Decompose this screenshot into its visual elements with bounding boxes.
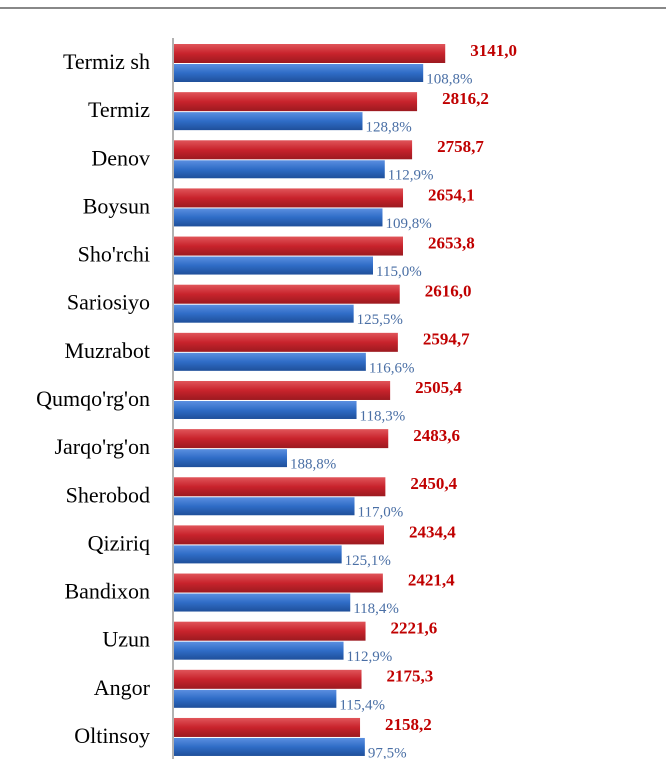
value-label: 2221,6 bbox=[391, 619, 438, 638]
value-label: 2158,2 bbox=[385, 715, 432, 734]
growth-label: 128,8% bbox=[365, 120, 411, 136]
bar bbox=[174, 112, 363, 131]
value-label: 2483,6 bbox=[413, 426, 460, 445]
growth-label: 118,3% bbox=[360, 408, 406, 424]
category-label: Oltinsoy bbox=[74, 723, 150, 748]
category-label: Bandixon bbox=[64, 579, 150, 604]
growth-label: 116,6% bbox=[369, 360, 415, 376]
value-label: 3141,0 bbox=[470, 41, 517, 60]
bar bbox=[174, 669, 362, 689]
bar bbox=[174, 44, 446, 63]
growth-label: 112,9% bbox=[347, 649, 393, 665]
bar bbox=[174, 400, 357, 419]
growth-label: 108,8% bbox=[426, 71, 472, 87]
value-label: 2434,4 bbox=[409, 522, 456, 541]
value-label: 2654,1 bbox=[428, 185, 475, 204]
category-label: Jarqo'rg'on bbox=[54, 434, 150, 459]
growth-label: 125,5% bbox=[357, 312, 403, 328]
bar bbox=[174, 208, 383, 227]
value-label: 2594,7 bbox=[423, 330, 470, 349]
growth-label: 115,4% bbox=[339, 697, 385, 713]
value-label: 2505,4 bbox=[415, 378, 462, 397]
bar bbox=[174, 593, 351, 612]
bar bbox=[174, 352, 366, 371]
value-label: 2653,8 bbox=[428, 233, 475, 252]
bar bbox=[174, 188, 404, 208]
growth-label: 97,5% bbox=[368, 745, 407, 759]
bar bbox=[174, 429, 389, 449]
category-label: Qumqo'rg'on bbox=[36, 386, 150, 411]
bar bbox=[174, 525, 384, 545]
growth-label: 109,8% bbox=[385, 216, 431, 232]
category-label: Angor bbox=[94, 675, 151, 700]
bar bbox=[174, 92, 418, 112]
bar bbox=[174, 641, 344, 660]
bar bbox=[174, 140, 413, 160]
growth-label: 117,0% bbox=[358, 505, 404, 521]
bar bbox=[174, 160, 385, 179]
bar bbox=[174, 256, 374, 275]
category-label: Boysun bbox=[83, 193, 150, 218]
bar bbox=[174, 717, 361, 737]
growth-label: 112,9% bbox=[388, 168, 434, 184]
bar bbox=[174, 380, 391, 400]
category-label: Muzrabot bbox=[64, 338, 150, 363]
value-label: 2450,4 bbox=[410, 474, 457, 493]
category-label: Sho'rchi bbox=[78, 242, 150, 267]
category-label: Sherobod bbox=[66, 482, 150, 507]
bar bbox=[174, 545, 342, 564]
value-label: 2616,0 bbox=[425, 282, 472, 301]
bar bbox=[174, 737, 365, 756]
category-label: Termiz sh bbox=[63, 49, 150, 74]
value-label: 2175,3 bbox=[387, 667, 434, 686]
growth-label: 115,0% bbox=[376, 264, 422, 280]
value-label: 2816,2 bbox=[442, 89, 489, 108]
bar bbox=[174, 497, 355, 516]
bar bbox=[174, 64, 424, 82]
category-label: Termiz bbox=[88, 97, 150, 122]
bar bbox=[174, 477, 386, 497]
growth-label: 188,8% bbox=[290, 457, 336, 473]
bar bbox=[174, 236, 403, 256]
bar bbox=[174, 304, 354, 323]
bar bbox=[174, 332, 398, 352]
category-label: Qiziriq bbox=[88, 530, 150, 555]
value-label: 2421,4 bbox=[408, 570, 455, 589]
bar bbox=[174, 573, 383, 593]
growth-label: 118,4% bbox=[353, 601, 399, 617]
bar bbox=[174, 284, 400, 304]
bar bbox=[174, 689, 337, 708]
bar bbox=[174, 449, 288, 468]
category-label: Sariosiyo bbox=[67, 290, 150, 315]
growth-label: 125,1% bbox=[345, 553, 391, 569]
category-label: Denov bbox=[91, 145, 150, 170]
value-label: 2758,7 bbox=[437, 137, 484, 156]
category-label: Uzun bbox=[102, 627, 150, 652]
bar bbox=[174, 621, 366, 641]
